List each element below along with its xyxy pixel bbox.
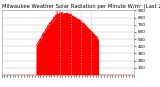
Text: Milwaukee Weather Solar Radiation per Minute W/m² (Last 24 Hours): Milwaukee Weather Solar Radiation per Mi…	[2, 4, 160, 9]
